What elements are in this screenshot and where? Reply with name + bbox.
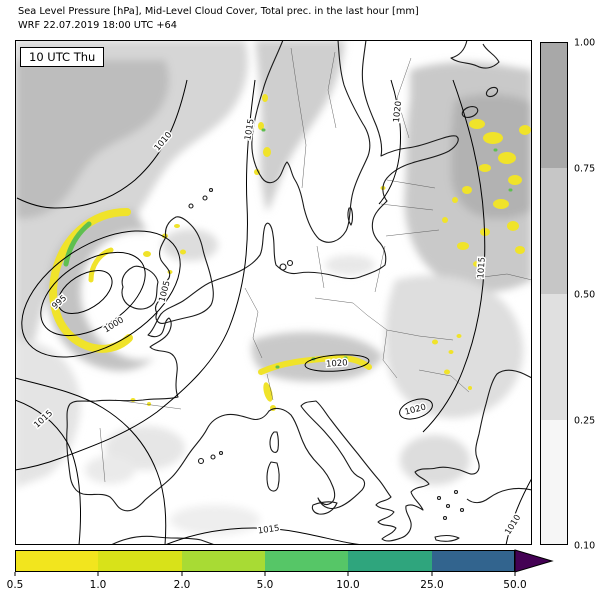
isobar-1010-north <box>16 79 188 209</box>
precip-cbar-ticks <box>14 572 516 576</box>
island-gotland <box>347 207 354 226</box>
precip-cbar-tick-label: 50.0 <box>503 579 526 591</box>
isobar-1015-france <box>15 79 256 471</box>
precip-cbar-segment <box>15 550 98 572</box>
figure-title: Sea Level Pressure [hPa], Mid-Level Clou… <box>18 6 419 17</box>
cloud-cbar-tick: 1.00 <box>574 37 595 48</box>
precip-cbar-frame <box>15 550 515 572</box>
cloud-cbar-frame <box>540 42 568 545</box>
precip-cbar-tick-label: 1.0 <box>90 579 107 591</box>
pressure-label: 1020 <box>392 101 404 124</box>
precipitation-layer-yellow <box>130 94 531 411</box>
isobar-1020-alps <box>304 354 370 372</box>
isobar-1020-balkans <box>399 398 433 420</box>
isobar-995 <box>57 270 113 314</box>
figure-subtitle: WRF 22.07.2019 18:00 UTC +64 <box>18 19 178 31</box>
isobar-1015-east <box>422 79 486 433</box>
island-sicily <box>311 501 338 515</box>
pressure-label: 1020 <box>326 358 348 369</box>
cloud-cbar-segment <box>540 420 568 545</box>
isobar-1005 <box>21 230 181 358</box>
precip-cbar-tick-label: 0.5 <box>7 579 24 591</box>
isobar-1015-bottom <box>164 527 368 545</box>
isobar-1010-south <box>15 377 167 545</box>
island-corsica <box>269 431 279 453</box>
coast-africa <box>110 535 216 545</box>
cloud-cbar-segment <box>540 168 568 294</box>
isobar-1000 <box>40 251 146 337</box>
figure-title-block: Sea Level Pressure [hPa], Mid-Level Clou… <box>18 5 419 32</box>
isobar-1020-north <box>378 79 401 205</box>
precip-cbar-segment <box>98 550 182 572</box>
precip-cbar-segment <box>182 550 265 572</box>
precip-cbar-overflow-arrow <box>514 549 554 573</box>
precip-cbar-tick-label: 5.0 <box>257 579 274 591</box>
cloud-cbar-segment <box>540 42 568 168</box>
isobar-1010-southeast <box>505 477 532 545</box>
island-crete <box>434 535 460 542</box>
precip-cbar-segment <box>348 550 432 572</box>
coast-mainland-europe <box>66 40 532 542</box>
cloud-cbar-tick: 0.25 <box>574 415 595 426</box>
precip-cbar-tick-label: 2.0 <box>174 579 191 591</box>
precip-cbar-segment <box>432 550 515 572</box>
precip-cbar-tick-label: 10.0 <box>336 579 359 591</box>
cloud-cover-colorbar: 1.00 0.75 0.50 0.25 0.10 <box>540 37 595 551</box>
coastlines <box>66 40 532 545</box>
coast-russia-north <box>450 40 500 69</box>
coast-britain <box>155 216 214 324</box>
cloud-cbar-tick: 0.75 <box>574 163 595 174</box>
coast-turkey <box>466 487 532 504</box>
map-frame <box>15 40 532 545</box>
precip-cbar-tick-label: 25.0 <box>420 579 443 591</box>
island-sardinia <box>266 461 280 492</box>
cloud-cbar-tick: 0.50 <box>574 289 595 300</box>
pressure-label: 1015 <box>476 257 487 279</box>
country-borders <box>99 47 532 483</box>
valid-time-label: 10 UTC Thu <box>20 47 105 67</box>
cloud-cbar-segment <box>540 294 568 420</box>
map-canvas: 1010 1015 1020 1015 995 1000 1005 1015 1… <box>15 40 532 545</box>
coast-scandinavia <box>251 40 371 243</box>
precip-colorbar: 0.5 1.0 2.0 5.0 10.0 25.0 50.0 <box>7 549 554 591</box>
coast-ireland <box>121 265 159 310</box>
cloud-cbar-tick: 0.10 <box>574 540 595 551</box>
isobar-1015-southwest <box>15 399 81 545</box>
pressure-label: 1015 <box>257 524 280 537</box>
precip-cbar-segment <box>265 550 348 572</box>
isobar-contours <box>15 79 532 545</box>
